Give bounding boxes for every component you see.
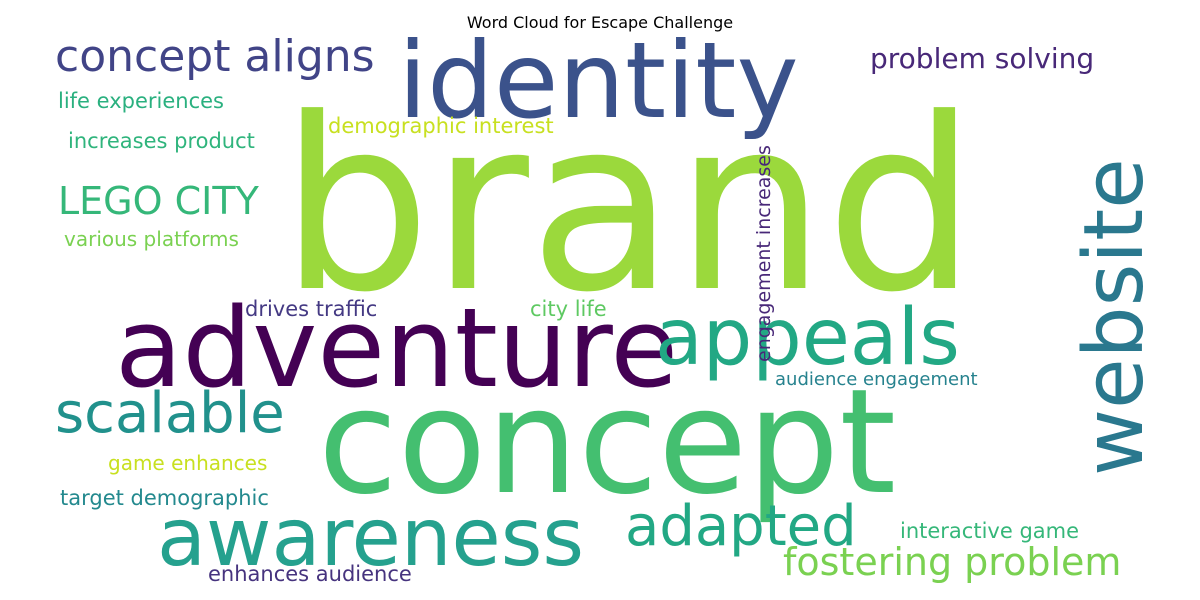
cloud-word-audience-engagement: audience engagement [775,369,978,390]
cloud-word-concept-aligns: concept aligns [55,31,375,82]
cloud-word-website: website [1067,158,1162,476]
cloud-word-identity: identity [398,20,799,142]
cloud-word-adventure: adventure [115,284,678,412]
cloud-word-problem-solving: problem solving [870,42,1094,75]
cloud-word-interactive-game: interactive game [900,519,1079,543]
cloud-word-city-life: city life [530,297,607,321]
cloud-word-target-demographic: target demographic [60,486,269,510]
cloud-word-concept: concept [318,358,896,527]
cloud-word-awareness: awareness [157,491,584,584]
cloud-word-adapted: adapted [625,494,857,559]
cloud-word-life-experiences: life experiences [58,89,224,113]
cloud-word-demographic-interest: demographic interest [328,114,554,138]
cloud-word-fostering-problem: fostering problem [783,540,1121,584]
cloud-word-enhances-audience: enhances audience [208,562,412,586]
cloud-word-engagement-increases: engagement increases [753,145,775,362]
cloud-word-brand: brand [280,68,977,345]
cloud-word-various-platforms: various platforms [64,227,239,251]
cloud-word-appeals: appeals [655,293,960,383]
cloud-word-scalable: scalable [55,381,285,446]
cloud-word-lego-city: LEGO CITY [58,179,260,223]
cloud-word-increases-product: increases product [68,129,255,153]
chart-title: Word Cloud for Escape Challenge [466,13,734,32]
cloud-word-game-enhances: game enhances [108,451,267,475]
cloud-word-drives-traffic: drives traffic [245,297,377,321]
